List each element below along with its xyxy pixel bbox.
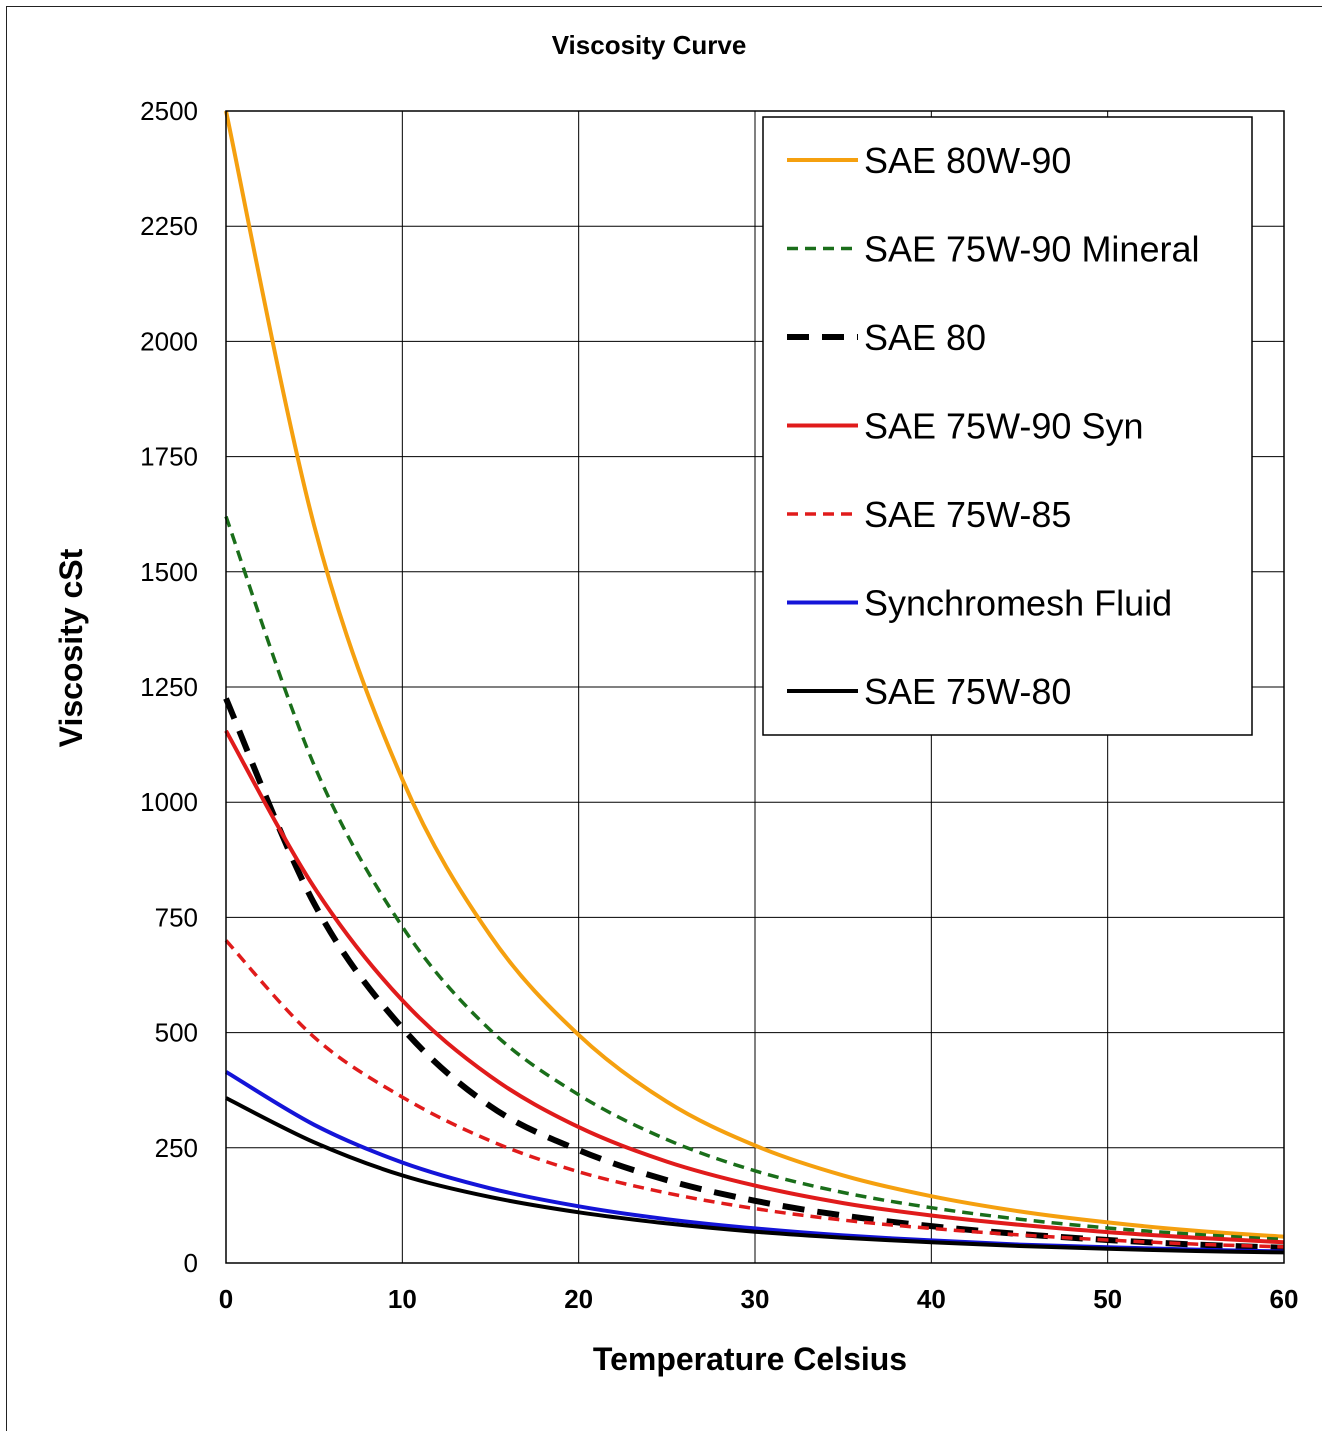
series-line-sae-75w-90-syn — [224, 729, 1285, 1245]
y-tick-label: 750 — [155, 902, 198, 932]
legend-entry-sae-75w-90-mineral: SAE 75W-90 Mineral — [864, 229, 1199, 270]
x-tick-label: 20 — [564, 1284, 593, 1314]
x-tick-label: 0 — [219, 1284, 233, 1314]
y-tick-label: 2250 — [140, 211, 198, 241]
y-tick-label: 2000 — [140, 326, 198, 356]
y-tick-label: 1500 — [140, 557, 198, 587]
plot-area-border — [225, 110, 1285, 1264]
y-tick-labels: 0 250 500 750 1000 1250 1500 1750 2000 2250 2500 — [140, 96, 198, 1278]
legend-entry-sae-80: SAE 80 — [864, 317, 986, 358]
y-tick-label: 500 — [155, 1018, 198, 1048]
legend-entry-sae-75w-90-syn: SAE 75W-90 Syn — [864, 406, 1143, 447]
series-line-sae-80w-90 — [224, 110, 1285, 1239]
x-tick-label: 50 — [1093, 1284, 1122, 1314]
series-layer — [223, 110, 1285, 1255]
chart-title: Viscosity Curve — [552, 30, 747, 60]
x-tick-label: 30 — [741, 1284, 770, 1314]
y-tick-label: 1250 — [140, 672, 198, 702]
y-tick-label: 0 — [184, 1248, 198, 1278]
legend-entry-sae-75w-85: SAE 75W-85 — [864, 494, 1071, 535]
legend-entry-sae-80w-90: SAE 80W-90 — [864, 140, 1071, 181]
series-line-sae-75w-90-mineral — [224, 515, 1285, 1242]
x-tick-label: 40 — [917, 1284, 946, 1314]
legend: SAE 80W-90 SAE 75W-90 Mineral SAE 80 SAE 75… — [762, 116, 1253, 736]
x-axis-label: Temperature Celsius — [593, 1341, 907, 1377]
y-tick-label: 1750 — [140, 442, 198, 472]
y-tick-label: 1000 — [140, 787, 198, 817]
legend-entry-sae-75w-80: SAE 75W-80 — [864, 671, 1071, 712]
y-tick-label: 2500 — [140, 96, 198, 126]
series-line-sae-75w-80 — [225, 1096, 1285, 1255]
x-tick-labels: 0 10 20 30 40 50 60 — [219, 1284, 1299, 1314]
y-tick-label: 250 — [155, 1133, 198, 1163]
x-tick-label: 10 — [388, 1284, 417, 1314]
legend-entry-synchromesh-fluid: Synchromesh Fluid — [864, 583, 1172, 624]
chart-frame — [6, 6, 1322, 1431]
x-tick-label: 60 — [1270, 1284, 1299, 1314]
y-axis-label: Viscosity cSt — [53, 548, 89, 747]
series-line-sae-75w-85 — [224, 939, 1285, 1249]
